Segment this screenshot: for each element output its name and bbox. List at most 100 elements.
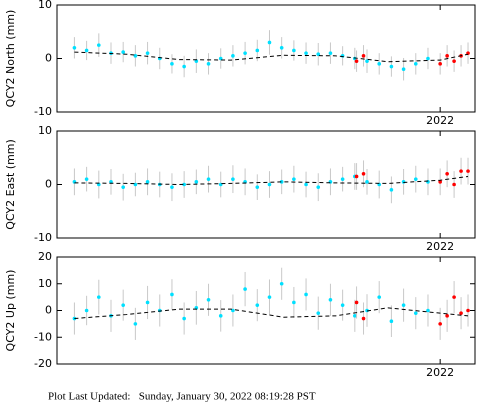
data-point bbox=[445, 172, 449, 176]
y-tick-label: 10 bbox=[38, 277, 52, 290]
data-point bbox=[365, 180, 369, 184]
data-point bbox=[354, 300, 359, 305]
data-point bbox=[133, 322, 138, 326]
model-line bbox=[74, 175, 469, 186]
plot-area bbox=[72, 30, 470, 81]
data-point bbox=[401, 67, 406, 71]
x-tick-label: 2022 bbox=[426, 114, 454, 127]
data-point bbox=[97, 295, 101, 299]
data-point bbox=[267, 40, 272, 45]
data-point bbox=[231, 177, 235, 181]
data-point bbox=[97, 43, 101, 47]
data-point bbox=[279, 281, 284, 286]
data-point bbox=[365, 59, 369, 63]
data-point bbox=[377, 295, 382, 299]
data-point bbox=[218, 314, 223, 318]
data-point bbox=[316, 311, 321, 315]
data-point bbox=[145, 180, 150, 184]
data-point bbox=[377, 62, 382, 66]
data-point bbox=[401, 180, 406, 184]
data-point bbox=[452, 182, 456, 187]
data-point bbox=[279, 46, 284, 50]
data-point bbox=[361, 54, 366, 58]
y-tick-label: -10 bbox=[34, 231, 52, 244]
data-point bbox=[255, 185, 260, 189]
data-point bbox=[353, 314, 357, 318]
y-axis-label: QCY2 East (mm) bbox=[4, 139, 17, 230]
data-point bbox=[438, 62, 442, 66]
data-point bbox=[340, 303, 345, 307]
y-tick-label: 0 bbox=[45, 52, 52, 65]
data-point bbox=[354, 174, 359, 179]
data-point bbox=[206, 298, 211, 302]
data-point bbox=[389, 319, 394, 324]
data-point bbox=[304, 51, 308, 55]
data-point bbox=[218, 56, 223, 61]
data-point bbox=[182, 182, 186, 187]
data-point bbox=[445, 314, 449, 318]
data-point bbox=[361, 172, 366, 176]
data-point bbox=[255, 48, 260, 53]
data-point bbox=[182, 316, 186, 321]
data-point bbox=[426, 56, 430, 61]
data-point bbox=[401, 303, 406, 307]
data-point bbox=[279, 180, 284, 184]
data-point bbox=[133, 182, 138, 187]
data-point bbox=[121, 185, 125, 189]
data-point bbox=[466, 308, 470, 313]
data-point bbox=[328, 51, 333, 55]
data-point bbox=[243, 51, 247, 55]
y-tick-label: -10 bbox=[34, 105, 52, 118]
data-point bbox=[354, 59, 359, 63]
data-point bbox=[72, 316, 77, 321]
data-point bbox=[267, 182, 272, 187]
data-point bbox=[121, 303, 125, 307]
data-point bbox=[292, 177, 296, 181]
data-point bbox=[206, 62, 211, 66]
data-point bbox=[316, 185, 321, 189]
plot-area bbox=[72, 267, 470, 340]
data-point bbox=[413, 311, 418, 315]
data-point bbox=[145, 51, 150, 55]
y-axis-label: QCY2 North (mm) bbox=[4, 10, 17, 108]
data-point bbox=[459, 311, 463, 315]
data-point bbox=[145, 300, 150, 305]
data-point bbox=[109, 180, 113, 184]
data-point bbox=[438, 322, 442, 326]
data-point bbox=[84, 48, 89, 53]
data-point bbox=[292, 300, 296, 305]
x-tick-label: 2022 bbox=[426, 240, 454, 253]
data-point bbox=[340, 177, 345, 181]
data-point bbox=[194, 180, 199, 184]
data-point bbox=[231, 54, 235, 58]
data-point bbox=[389, 188, 394, 192]
data-point bbox=[304, 182, 308, 187]
y-tick-label: -20 bbox=[34, 357, 52, 370]
data-point bbox=[438, 180, 442, 184]
data-point bbox=[133, 54, 138, 58]
data-point bbox=[72, 46, 77, 50]
data-point bbox=[413, 177, 418, 181]
data-point bbox=[243, 287, 247, 291]
data-point bbox=[413, 62, 418, 66]
y-tick-label: 10 bbox=[38, 0, 52, 11]
data-point bbox=[445, 54, 449, 58]
plot-area bbox=[72, 157, 470, 204]
data-point bbox=[170, 292, 174, 297]
data-point bbox=[84, 308, 89, 313]
data-point bbox=[389, 64, 394, 69]
data-point bbox=[170, 185, 174, 189]
model-line bbox=[74, 307, 469, 320]
data-point bbox=[466, 169, 470, 173]
data-point bbox=[316, 52, 321, 57]
y-tick-label: 0 bbox=[45, 178, 52, 191]
y-axis-label: QCY2 Up (mm) bbox=[4, 270, 17, 352]
data-point bbox=[170, 62, 174, 66]
data-point bbox=[206, 177, 211, 181]
data-point bbox=[231, 308, 235, 313]
data-point bbox=[182, 64, 186, 69]
data-point bbox=[121, 50, 125, 54]
data-point bbox=[452, 59, 456, 63]
plot-frame bbox=[56, 130, 476, 239]
